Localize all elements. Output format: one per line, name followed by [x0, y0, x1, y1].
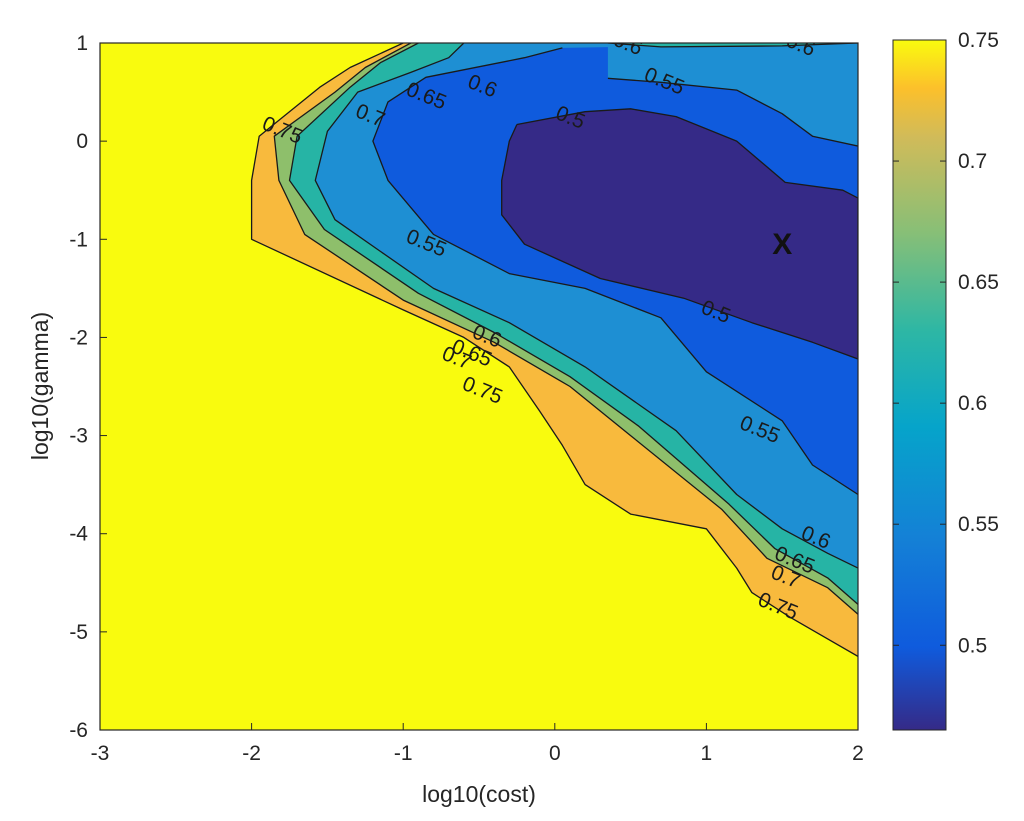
colorbar-tick-label: 0.6: [958, 392, 987, 415]
contour-line-0.6: [607, 43, 858, 48]
x-tick-label: -3: [91, 742, 110, 765]
contour-line-0.55: [607, 77, 858, 147]
plot-frame: [99, 42, 859, 731]
contour-line-0.75: [250, 43, 858, 657]
colorbar-tick-label: 0.5: [958, 634, 987, 657]
y-tick-label: -1: [69, 228, 88, 251]
contour-lines: [250, 43, 858, 657]
y-axis-ticks: 1 0 -1 -2 -3 -4 -5 -6: [69, 32, 107, 742]
colorbar-tick-label: 0.55: [958, 513, 999, 536]
x-tick-label: 2: [852, 742, 864, 765]
fill-band-0.55-0.60-top: [607, 43, 858, 147]
y-tick-label: -5: [69, 621, 88, 644]
x-tick-label: -1: [394, 742, 413, 765]
fill-band-below-0.50: [501, 108, 858, 359]
y-tick-label: 1: [76, 32, 88, 55]
y-tick-label: -2: [69, 326, 88, 349]
contour-line-0.7: [273, 43, 858, 615]
y-tick-label: -4: [69, 523, 88, 546]
plot-area: 0.6 0.60.550.60.650.70.75 0.50.550.50.60.6…: [100, 43, 858, 730]
colorbar-scale: [892, 39, 947, 731]
contour-line-0.55: [372, 47, 858, 496]
y-axis-label: log10(gamma): [27, 312, 53, 460]
best-point-marker: X: [772, 228, 792, 261]
colorbar: 0.75 0.7 0.65 0.6 0.55 0.5: [892, 29, 999, 731]
colorbar-ticks: 0.75 0.7 0.65 0.6 0.55 0.5: [893, 29, 999, 657]
colorbar-tick-label: 0.65: [958, 271, 999, 294]
x-tick-label: -2: [242, 742, 261, 765]
x-tick-label: 1: [701, 742, 713, 765]
contour-line-0.5: [501, 108, 858, 360]
x-axis-ticks: -3 -2 -1 0 1 2: [91, 723, 864, 765]
x-tick-label: 0: [549, 742, 561, 765]
y-tick-label: -6: [69, 719, 88, 742]
y-tick-label: -3: [69, 425, 88, 448]
colorbar-tick-label: 0.7: [958, 150, 987, 173]
y-tick-label: 0: [76, 130, 88, 153]
x-axis-label: log10(cost): [422, 781, 536, 807]
contour-line-0.65: [288, 43, 858, 605]
fill-band-0.60-0.65-top: [607, 43, 858, 47]
contour-line-0.6: [314, 43, 858, 569]
colorbar-tick-label: 0.75: [958, 29, 999, 52]
